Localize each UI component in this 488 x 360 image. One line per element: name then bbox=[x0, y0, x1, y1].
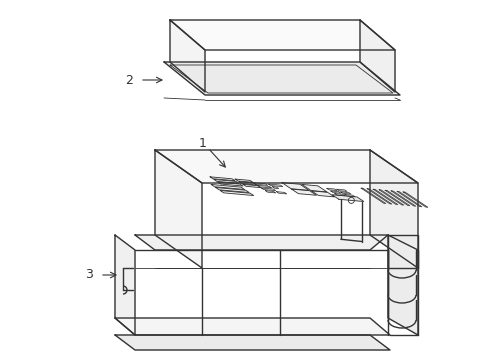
Polygon shape bbox=[311, 191, 334, 197]
Polygon shape bbox=[336, 189, 346, 192]
Polygon shape bbox=[115, 235, 135, 335]
Polygon shape bbox=[214, 180, 238, 183]
Polygon shape bbox=[281, 183, 308, 190]
Polygon shape bbox=[344, 194, 354, 197]
Text: 2: 2 bbox=[125, 73, 133, 86]
Polygon shape bbox=[261, 188, 275, 191]
Polygon shape bbox=[155, 150, 202, 268]
Polygon shape bbox=[218, 182, 243, 186]
Polygon shape bbox=[115, 318, 389, 335]
Polygon shape bbox=[220, 190, 253, 195]
Polygon shape bbox=[326, 188, 336, 190]
Polygon shape bbox=[359, 20, 394, 92]
Polygon shape bbox=[331, 195, 363, 202]
Polygon shape bbox=[235, 179, 252, 182]
Polygon shape bbox=[402, 192, 427, 207]
Text: 1: 1 bbox=[199, 136, 206, 149]
Polygon shape bbox=[243, 184, 260, 188]
Polygon shape bbox=[276, 192, 286, 194]
Polygon shape bbox=[390, 191, 415, 206]
Polygon shape bbox=[265, 191, 275, 193]
Polygon shape bbox=[268, 184, 282, 186]
Polygon shape bbox=[384, 190, 409, 206]
Polygon shape bbox=[272, 187, 278, 189]
Polygon shape bbox=[211, 184, 244, 189]
Polygon shape bbox=[330, 191, 340, 193]
Polygon shape bbox=[170, 20, 204, 92]
Polygon shape bbox=[366, 189, 391, 204]
Polygon shape bbox=[387, 235, 417, 335]
Polygon shape bbox=[155, 150, 417, 183]
Polygon shape bbox=[360, 188, 385, 203]
Polygon shape bbox=[396, 192, 421, 207]
Polygon shape bbox=[135, 235, 387, 250]
Polygon shape bbox=[387, 235, 417, 268]
Polygon shape bbox=[163, 62, 399, 95]
Polygon shape bbox=[215, 188, 248, 193]
Polygon shape bbox=[291, 189, 316, 195]
Polygon shape bbox=[340, 192, 350, 194]
Polygon shape bbox=[378, 190, 403, 205]
Polygon shape bbox=[369, 150, 417, 268]
Polygon shape bbox=[372, 189, 397, 204]
Text: 3: 3 bbox=[85, 269, 93, 282]
Polygon shape bbox=[257, 185, 271, 188]
Polygon shape bbox=[301, 184, 326, 192]
Polygon shape bbox=[115, 335, 389, 350]
Polygon shape bbox=[239, 182, 256, 185]
Polygon shape bbox=[334, 194, 345, 196]
Polygon shape bbox=[253, 183, 267, 185]
Polygon shape bbox=[170, 20, 394, 50]
Polygon shape bbox=[210, 177, 234, 181]
